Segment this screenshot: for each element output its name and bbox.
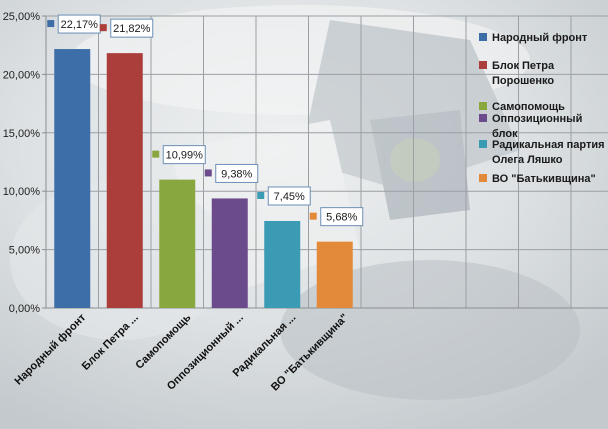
legend-item: ВО "Батькивщина" [479,173,596,185]
legend-label: Порошенко [492,75,554,87]
y-axis-ticks: 0,00% 5,00% 10,00% 15,00% 20,00% 25,00% [3,11,46,315]
data-label: 10,99% [152,145,206,165]
legend-item: Оппозиционный блок [479,113,582,140]
data-label-marker [47,20,55,28]
data-label-text: 21,82% [113,23,151,35]
bar [264,220,301,308]
data-label: 5,68% [309,207,364,227]
data-label-text: 5,68% [326,212,357,224]
legend-item: Народный фронт [479,32,588,44]
legend-swatch [479,140,487,148]
data-label: 7,45% [257,186,311,206]
legend-label: Народный фронт [492,32,588,44]
data-label-marker [309,212,317,220]
bar [211,198,248,308]
legend-item: Радикальная партия Олега Ляшко [479,139,605,166]
legend-label: блок [492,128,518,140]
data-label-box [57,14,101,34]
data-label-marker [257,191,265,199]
legend-label: Радикальная партия [492,139,605,151]
legend-label: Самопомощь [492,101,565,113]
legend-label: Оппозиционный [492,113,582,125]
data-label: 9,38% [204,163,259,183]
legend-swatch [479,33,487,41]
legend-swatch [479,61,487,69]
y-tick-label: 20,00% [3,69,41,81]
legend-label: ВО "Батькивщина" [492,173,596,185]
legend: Народный фронт Блок Петра Порошенко Самопом… [479,32,605,185]
data-label: 21,82% [99,18,154,38]
bar [316,241,353,308]
data-label-text: 22,17% [61,19,99,31]
y-tick-label: 5,00% [9,245,40,257]
legend-item: Блок Петра Порошенко [479,60,555,87]
bars [54,49,353,309]
bar [159,179,196,308]
y-tick-label: 15,00% [3,128,41,140]
data-label-marker [152,150,160,158]
data-labels: 22,17% 21,82% 10,99% 9,38% 7,45% 5,68% [47,14,364,227]
data-label-box [320,207,364,227]
bar [106,53,143,309]
data-label-box [162,145,206,165]
legend-label: Олега Ляшко [492,154,563,166]
y-tick-label: 25,00% [3,11,41,23]
legend-swatch [479,114,487,122]
data-label-marker [99,24,107,32]
data-label-box [215,163,259,183]
legend-item: Самопомощь [479,101,565,113]
data-label-box [110,18,154,38]
legend-swatch [479,174,487,182]
y-tick-label: 10,00% [3,186,41,198]
data-label-marker [204,169,212,177]
data-label-text: 10,99% [166,150,204,162]
data-label-text: 7,45% [274,191,305,203]
data-label-box [267,186,311,206]
bar [54,49,91,308]
legend-swatch [479,102,487,110]
y-tick-label: 0,00% [9,303,40,315]
legend-label: Блок Петра [492,60,555,72]
data-label: 22,17% [47,14,101,34]
data-label-text: 9,38% [221,168,252,180]
